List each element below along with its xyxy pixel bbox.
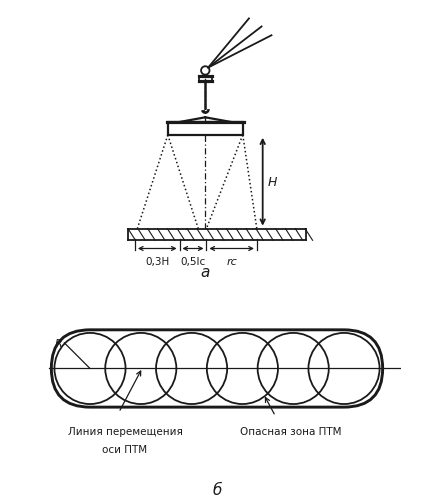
Bar <box>168 123 243 136</box>
Text: 0,5lс: 0,5lс <box>181 257 206 267</box>
Text: оси ПТМ: оси ПТМ <box>102 444 148 454</box>
Text: H: H <box>268 176 277 189</box>
Text: б: б <box>212 482 222 497</box>
Text: а: а <box>201 265 210 280</box>
Text: R: R <box>55 338 62 348</box>
Text: Линия перемещения: Линия перемещения <box>68 426 182 436</box>
Text: Опасная зона ПТМ: Опасная зона ПТМ <box>240 426 342 436</box>
Text: rс: rс <box>226 257 237 267</box>
FancyBboxPatch shape <box>51 330 383 407</box>
Text: 0,3H: 0,3H <box>145 257 169 267</box>
